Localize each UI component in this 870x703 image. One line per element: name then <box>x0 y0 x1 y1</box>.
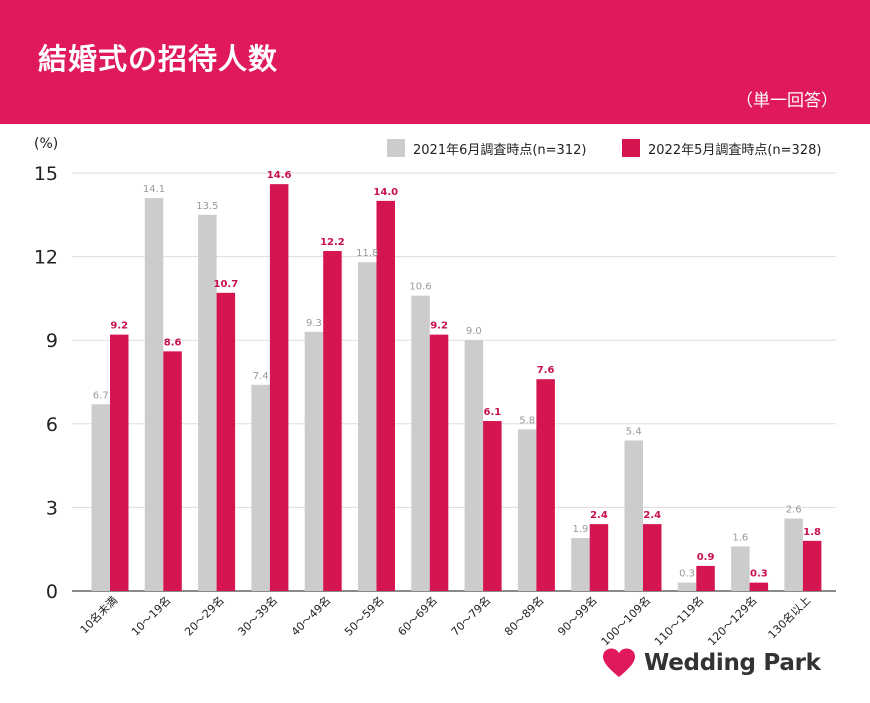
data-label-2022: 14.0 <box>373 187 398 198</box>
x-tick-label: 60～69名 <box>395 593 440 638</box>
data-label-2021: 1.6 <box>732 532 748 543</box>
data-label-2021: 5.4 <box>626 427 642 438</box>
x-tick-label: 110～119名 <box>651 593 706 648</box>
data-label-2022: 6.1 <box>483 407 501 418</box>
bar-2021 <box>198 214 217 592</box>
data-label-2022: 0.9 <box>697 552 715 563</box>
bar-2022 <box>749 582 769 591</box>
answer-type-note: （単一回答） <box>736 91 838 111</box>
legend-swatch-2022 <box>622 139 640 157</box>
data-label-2022: 8.6 <box>164 337 182 348</box>
y-tick-label: 0 <box>46 581 58 603</box>
bar-2022 <box>802 540 822 591</box>
data-label-2022: 14.6 <box>267 170 292 181</box>
data-label-2022: 10.7 <box>214 279 239 290</box>
bar-2022 <box>483 421 502 591</box>
data-label-2021: 2.6 <box>786 505 802 516</box>
legend-label-2021: 2021年6月調査時点(n=312) <box>413 142 587 158</box>
bar-2021 <box>677 582 697 591</box>
data-label-2021: 13.5 <box>196 201 218 212</box>
bar-2022 <box>269 184 289 591</box>
x-tick-label: 90～99名 <box>555 593 600 638</box>
x-tick-label: 10～19名 <box>128 593 173 638</box>
legend-item-2022: 2022年5月調査時点(n=328) <box>622 139 822 158</box>
bar-2021 <box>304 331 324 591</box>
data-label-2022: 2.4 <box>643 510 661 521</box>
data-label-2021: 9.0 <box>466 326 482 337</box>
bar-2021 <box>571 538 590 591</box>
x-tick-label: 50～59名 <box>341 593 386 638</box>
bar-2021 <box>251 384 270 591</box>
data-label-2021: 5.8 <box>519 415 535 426</box>
y-tick-label: 12 <box>34 247 58 269</box>
x-tick-label: 70～79名 <box>448 593 493 638</box>
data-label-2021: 1.9 <box>572 524 588 535</box>
bar-2021 <box>144 198 164 591</box>
bar-2021 <box>784 518 803 591</box>
data-label-2022: 7.6 <box>537 365 555 376</box>
bar-2022 <box>536 379 555 591</box>
x-tick-label: 80～89名 <box>501 593 546 638</box>
bar-2022 <box>376 200 395 591</box>
x-tick-label: 100～109名 <box>598 593 653 648</box>
bar-2021 <box>517 429 537 591</box>
data-label-2021: 11.8 <box>356 248 378 259</box>
data-label-2022: 0.3 <box>750 569 768 580</box>
legend-swatch-2021 <box>387 139 405 157</box>
data-label-2021: 6.7 <box>93 390 109 401</box>
data-label-2022: 12.2 <box>320 237 345 248</box>
header-banner: 結婚式の招待人数 （単一回答） <box>0 0 870 124</box>
data-label-2022: 9.2 <box>430 321 448 332</box>
bar-2022 <box>110 334 129 591</box>
bar-2022 <box>643 524 662 591</box>
data-label-2021: 7.4 <box>253 371 269 382</box>
legend-label-2022: 2022年5月調査時点(n=328) <box>648 142 822 158</box>
bar-2022 <box>589 524 609 591</box>
data-label-2022: 2.4 <box>590 510 608 521</box>
legend-item-2021: 2021年6月調査時点(n=312) <box>387 139 587 158</box>
page-title: 結婚式の招待人数 <box>38 42 279 76</box>
bar-2021 <box>464 340 484 591</box>
x-tick-label: 40～49名 <box>288 593 333 638</box>
y-tick-label: 15 <box>34 163 58 185</box>
y-axis-unit-label: (%) <box>34 136 59 152</box>
y-tick-label: 9 <box>46 330 58 352</box>
data-label-2021: 14.1 <box>143 184 165 195</box>
logo-text: Wedding Park <box>644 650 821 676</box>
x-tick-label: 20～29名 <box>181 593 226 638</box>
bar-2022 <box>163 351 182 591</box>
bar-2021 <box>91 404 110 591</box>
x-tick-label: 130名以上 <box>765 593 813 641</box>
y-tick-label: 3 <box>46 497 58 519</box>
data-label-2021: 9.3 <box>306 318 322 329</box>
bar-2021 <box>624 440 643 591</box>
data-label-2021: 0.3 <box>679 569 695 580</box>
bar-2021 <box>731 546 750 591</box>
wedding-park-logo: Wedding Park <box>602 646 821 680</box>
x-tick-label: 10名未満 <box>77 593 120 636</box>
bar-2021 <box>411 295 430 591</box>
data-label-2021: 10.6 <box>409 282 431 293</box>
bar-2021 <box>358 262 377 591</box>
x-tick-label: 30～39名 <box>235 593 280 638</box>
heart-icon <box>603 648 635 677</box>
bar-2022 <box>696 565 715 591</box>
x-tick-label: 120～129名 <box>705 593 760 648</box>
bar-2022 <box>323 251 342 591</box>
data-label-2022: 1.8 <box>803 527 821 538</box>
y-tick-label: 6 <box>46 414 58 436</box>
bar-2022 <box>216 292 236 591</box>
data-label-2022: 9.2 <box>110 321 128 332</box>
bar-2022 <box>429 334 449 591</box>
